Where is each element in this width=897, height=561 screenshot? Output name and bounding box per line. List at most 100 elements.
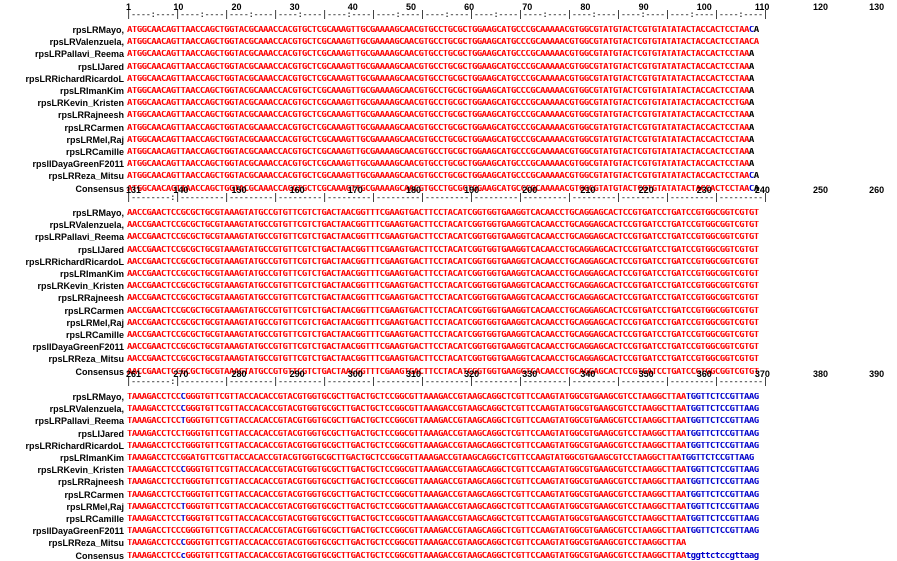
sequence-name[interactable]: rpslIDayaGreenF2011 [32,342,124,353]
residue-segment: GGGTGTTCGTTACCACACCGTACGTGGTGCGCTTGACTGC… [185,515,686,524]
sequence-name[interactable]: rpsLRReza_Mitsu [48,171,124,182]
alignment-block: 131 140 150 160 170 180 190 200 210 220 230 240 250 2… [0,185,897,376]
sequence-name[interactable]: rpsLRRichardRicardoL [25,440,124,451]
sequence-row: rpsLRPallavi_Reema ATGGCAACAGTTAACCAGCTGG… [0,50,897,59]
sequence-name[interactable]: rpsLRKevin_Kristen [37,465,124,476]
ruler-tick-label: 40 [347,2,358,12]
sequence-residues: AACCGAACTCCGCGCTGCGTAAAGTATGCCGTGTTCGTCT… [127,221,884,230]
ruler-tick-label: 130 [869,2,885,12]
sequence-name[interactable]: rpslIDayaGreenF2011 [32,526,124,537]
ruler-tick-label: 210 [580,185,596,195]
ruler-tick-label: 300 [347,369,363,379]
ruler-line-text: |----:----|----:----|----:----|----:----… [126,10,768,20]
sequence-row: rpsLRImanKim TAAAGACCTCCGGATGTTCGTTACCACA… [0,454,897,463]
sequence-name[interactable]: rpslIDayaGreenF2011 [32,159,124,170]
sequence-residues: TAAAGACCTCCTGGGTGTTCGTTACCACACCGTACGTGGT… [127,515,884,524]
sequence-residues: TAAAGACCTCCTGGGTGTTCGTTACCACACCGTACGTGGT… [127,491,884,500]
residue-segment: TGGTTCTCCGTTAAG [685,515,759,524]
sequence-name[interactable]: rpsLRCamille [65,147,124,157]
ruler-tick-label: 370 [754,369,770,379]
residue-segment: T [180,515,186,524]
sequence-name[interactable]: rpsLRRajneesh [57,477,124,488]
residue-segment: TGGTTCTCCGTTAAG [680,454,754,463]
residue-segment: AACCGAACTCCGCGCTGCGTAAAGTATGCCGTGTTCGTCT… [127,367,759,377]
residue-segment: ATGGCAACAGTTAACCAGCTGGTACGCAAACCACGTGCTC… [127,62,749,72]
residue-segment: GGGTGTTCGTTACCACACCGTACGTGGTGCGCTTGACTGC… [185,539,686,549]
residue-segment: A [748,50,754,60]
sequence-row: rpsLRReza_Mitsu ATGGCAACAGTTAACCAGCTGGTAC… [0,172,897,181]
residue-segment: ATGGCAACAGTTAACCAGCTGGTACGCAAACCACGTGCTC… [127,172,749,182]
alignment-block: 261 270 280 290 300 310 320 330 340 350 360 370 380 3… [0,369,897,560]
sequence-name[interactable]: rpsLRMayo, [72,392,124,402]
sequence-name[interactable]: rpsLRMel,Raj [66,134,124,145]
sequence-residues: AACCGAACTCCGCGCTGCGTAAAGTATGCCGTGTTCGTCT… [127,355,884,364]
sequence-row: rpsLRRajneesh AACCGAACTCCGCGCTGCGTAAAGTAT… [0,294,897,303]
sequence-name[interactable]: rpsLRPallavi_Reema [34,416,124,427]
residue-segment: TGGTTCTCCGTTAAG [685,405,759,415]
sequence-name[interactable]: rpsLRImanKim [59,453,124,463]
sequence-name[interactable]: rpsLRMayo, [72,208,124,218]
sequence-name[interactable]: rpsLRRichardRicardoL [25,256,124,267]
sequence-residues: AACCGAACTCCGCGCTGCGTAAAGTATGCCGTGTTCGTCT… [127,294,884,303]
sequence-name[interactable]: rpsLRImanKim [59,86,124,96]
sequence-name[interactable]: rpsLRMel,Raj [66,501,124,512]
sequence-name[interactable]: rpsLRMel,Raj [66,317,124,328]
sequence-name[interactable]: rpsLIJared [77,244,124,255]
ruler-numbers: 131 140 150 160 170 180 190 200 210 220 230 240 250 2… [0,185,897,195]
sequence-name[interactable]: rpsLRPallavi_Reema [34,232,124,243]
ruler-tick-label: 180 [405,185,421,195]
residue-segment: ATGGCAACAGTTAACCAGCTGGTACGCAAACCACGTGCTC… [127,148,749,157]
sequence-name[interactable]: rpsLIJared [77,61,124,72]
sequence-name[interactable]: rpsLRMayo, [72,25,124,35]
sequence-name[interactable]: rpsLRKevin_Kristen [37,98,124,109]
residue-segment: AACCGAACTCCGCGCTGCGTAAAGTATGCCGTGTTCGTCT… [127,282,759,292]
sequence-residues: ATGGCAACAGTTAACCAGCTGGTACGCAAACCACGTGCTC… [127,26,884,35]
residue-segment: TAAAGACCTCC [127,551,181,561]
ruler-tick-label: 240 [754,185,770,195]
sequence-residues: ATGGCAACAGTTAACCAGCTGGTACGCAAACCACGTGCTC… [127,160,884,169]
sequence-name[interactable]: rpsLRCarmen [64,489,124,500]
sequence-name[interactable]: rpsLRCamille [65,514,124,524]
residue-segment: GGGTGTTCGTTACCACACCGTACGTGGTGCGCTTGACTGC… [185,466,686,476]
sequence-name[interactable]: rpsLRPallavi_Reema [34,49,124,60]
sequence-name[interactable]: rpsLRValenzuela, [49,37,124,48]
sequence-name[interactable]: rpsLRRajneesh [57,293,124,304]
sequence-residues: ATGGCAACAGTTAACCAGCTGGTACGCAAACCACGTGCTC… [127,148,884,157]
sequence-name[interactable]: rpsLRValenzuela, [49,220,124,231]
sequence-name[interactable]: rpsLRKevin_Kristen [37,281,124,292]
residue-segment: tggttctccgttaag [685,551,759,561]
residue-segment: TAAAGACCTCCTGGGTGTTCGTTACCACACCGTACGTGGT… [127,490,686,500]
residue-segment: AACCGAACTCCGCGCTGCGTAAAGTATGCCGTGTTCGTCT… [127,294,759,304]
sequence-residues: TAAAGACCTCCCGGGTGTTCGTTACCACACCGTACGTGGT… [127,405,884,414]
residue-segment: A [748,111,754,121]
sequence-row: rpsLRCarmen TAAAGACCTCCTGGGTGTTCGTTACCACA… [0,489,897,500]
residue-segment: AACCGAACTCCGCGCTGCGTAAAGTATGCCGTGTTCGTCT… [127,318,759,328]
sequence-name[interactable]: rpsLRValenzuela, [49,404,124,415]
ruler-tick-label: 390 [869,369,885,379]
sequence-name[interactable]: rpsLRImanKim [59,269,124,279]
sequence-residues: TAAAGACCTCCCGGGTGTTCGTTACCACACCGTACGTGGT… [127,539,884,548]
sequence-residues: ATGGCAACAGTTAACCAGCTGGTACGCAAACCACGTGCTC… [127,38,884,47]
sequence-name[interactable]: rpsLIJared [77,428,124,439]
sequence-name[interactable]: Consensus [75,550,124,561]
sequence-name[interactable]: rpsLRRajneesh [57,110,124,121]
sequence-name[interactable]: rpsLRReza_Mitsu [48,538,124,549]
ruler-tick-label: 340 [580,369,596,379]
residue-segment: TGGTTCTCCGTTAAG [685,393,759,402]
residue-segment: AACCGAACTCCGCGCTGCGTAAAGTATGCCGTGTTCGTCT… [127,270,759,279]
residue-segment: A [748,148,754,157]
sequence-name[interactable]: rpsLRRichardRicardoL [25,73,124,84]
sequence-name[interactable]: Consensus [75,366,124,377]
sequence-name[interactable]: rpsLRReza_Mitsu [48,354,124,365]
sequence-name[interactable]: rpsLRCarmen [64,305,124,316]
sequence-row: rpsLRRichardRicardoL AACCGAACTCCGCGCTGCGT… [0,256,897,267]
consensus-row: Consensus TAAAGACCTCCcGGGTGTTCGTTACCACACC… [0,550,897,561]
sequence-name[interactable]: rpsLRCarmen [64,122,124,133]
sequence-residues: AACCGAACTCCGCGCTGCGTAAAGTATGCCGTGTTCGTCT… [127,307,884,316]
sequence-row: rpsLRValenzuela, TAAAGACCTCCCGGGTGTTCGTTA… [0,405,897,414]
sequence-residues: TAAAGACCTCCcGGGTGTTCGTTACCACACCGTACGTGGT… [127,552,884,561]
sequence-name[interactable]: Consensus [75,183,124,194]
consensus-row: Consensus ATGGCAACAGTTAACCAGCTGGTACGCAAAC… [0,183,897,194]
residue-segment: TAAAGACCTCCTGGGTGTTCGTTACCACACCGTACGTGGT… [127,429,686,439]
sequence-name[interactable]: rpsLRCamille [65,330,124,340]
